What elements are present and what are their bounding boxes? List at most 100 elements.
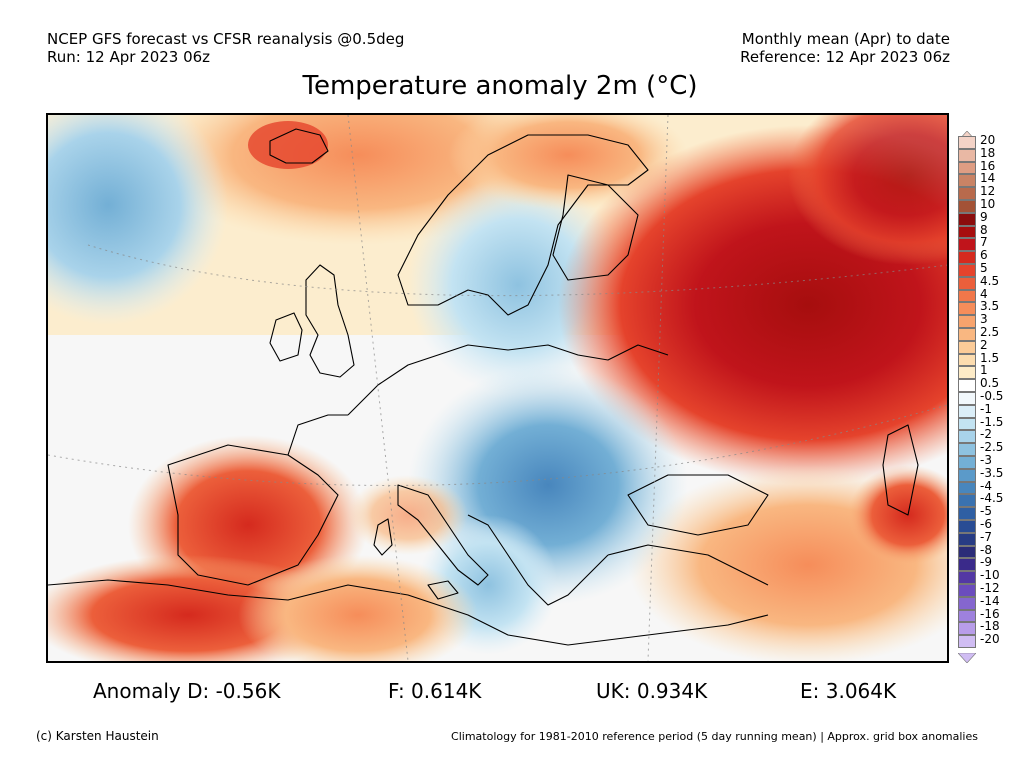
colorbar-label: 12 [980, 184, 996, 199]
colorbar-cell [958, 148, 976, 162]
graticule [48, 115, 947, 661]
averaging-period: Monthly mean (Apr) to date [741, 30, 950, 48]
colorbar-label: -5 [980, 504, 992, 519]
colorbar-label: -6 [980, 517, 992, 531]
colorbar-cell [958, 289, 976, 303]
colorbar-cell [958, 584, 976, 597]
colorbar-label: 9 [980, 209, 988, 224]
colorbar-cell [958, 468, 976, 482]
colorbar-label: -3.5 [980, 465, 1004, 480]
colorbar-label: -10 [980, 568, 1000, 583]
colorbar-label: -7 [980, 529, 992, 544]
colorbar-cell [958, 494, 976, 508]
colorbar-label: -0.5 [980, 389, 1004, 403]
colorbar: 20 18 16 14 12 10 9 8 7 6 5 4.5 4 3.5 3 2.5 2 1.5 1 0.5 -0.5… [957, 126, 1024, 664]
model-description: NCEP GFS forecast vs CFSR reanalysis @0.… [47, 30, 405, 48]
map-title: Temperature anomaly 2m (°C) [302, 71, 698, 101]
colorbar-label: 1.5 [980, 350, 1000, 365]
colorbar-label: 20 [980, 133, 996, 147]
credit: (c) Karsten Haustein [36, 729, 159, 743]
anomaly-uk: UK: 0.934K [596, 679, 708, 703]
colorbar-cell [958, 174, 976, 188]
anomaly-germany: Anomaly D: -0.56K [93, 679, 281, 703]
colorbar-cell [958, 238, 976, 252]
colorbar-label: -2.5 [980, 440, 1004, 455]
colorbar-cell [958, 136, 976, 149]
anomaly-stats: Anomaly D: -0.56K F: 0.614K UK: 0.934K E… [0, 678, 1024, 706]
colorbar-cell [958, 622, 976, 636]
colorbar-label: -4.5 [980, 491, 1004, 506]
colorbar-cell [958, 558, 976, 572]
colorbar-cell [958, 609, 976, 623]
colorbar-label: -3 [980, 453, 992, 467]
colorbar-label: -12 [980, 581, 1000, 595]
colorbar-cell [958, 187, 976, 200]
colorbar-cell [958, 366, 976, 380]
colorbar-cell [958, 251, 976, 264]
colorbar-label: 8 [980, 222, 988, 237]
anomaly-map [46, 113, 949, 663]
colorbar-cell [958, 200, 976, 213]
colorbar-label: -20 [980, 632, 1000, 647]
colorbar-label: 7 [980, 235, 988, 250]
colorbar-label: 5 [980, 261, 988, 275]
colorbar-label: 4 [980, 286, 988, 301]
colorbar-cell [958, 635, 976, 648]
colorbar-cell [958, 545, 976, 559]
colorbar-cell [958, 392, 976, 405]
colorbar-cell [958, 404, 976, 418]
colorbar-cell [958, 571, 976, 584]
colorbar-label: 18 [980, 145, 996, 160]
run-time: Run: 12 Apr 2023 06z [47, 48, 211, 66]
anomaly-france: F: 0.614K [388, 679, 482, 703]
colorbar-label: 16 [980, 158, 996, 173]
colorbar-cell [958, 430, 976, 444]
colorbar-label: 14 [980, 171, 996, 186]
colorbar-cell [958, 212, 976, 226]
colorbar-label: 0.5 [980, 376, 1000, 391]
colorbar-cell [958, 315, 976, 328]
colorbar-cell [958, 225, 976, 239]
header-right: Monthly mean (Apr) to date Reference: 12… [740, 30, 950, 66]
colorbar-cell [958, 532, 976, 546]
colorbar-bottom-arrow [957, 648, 977, 664]
colorbar-cell [958, 596, 976, 610]
colorbar-cell [958, 161, 976, 175]
colorbar-cell [958, 340, 976, 354]
colorbar-cell [958, 481, 976, 495]
colorbar-cell [958, 520, 976, 533]
colorbar-label: -16 [980, 606, 1000, 621]
anomaly-map-canvas [48, 115, 947, 661]
colorbar-cell [958, 507, 976, 520]
colorbar-label: 2 [980, 337, 988, 352]
colorbar-label: -14 [980, 593, 1000, 608]
colorbar-label: 1 [980, 363, 988, 378]
colorbar-cell [958, 456, 976, 469]
colorbar-label: 10 [980, 197, 996, 211]
colorbar-label: 2.5 [980, 325, 1000, 339]
colorbar-label: 6 [980, 248, 988, 263]
colorbar-cell [958, 302, 976, 316]
colorbar-label: -18 [980, 619, 1000, 634]
colorbar-label: -2 [980, 427, 992, 442]
colorbar-cell [958, 353, 976, 367]
colorbar-label: -4 [980, 478, 992, 493]
colorbar-cell [958, 417, 976, 431]
colorbar-cell [958, 328, 976, 341]
colorbar-label: 3.5 [980, 299, 1000, 314]
colorbar-label: -9 [980, 555, 992, 570]
colorbar-label: 3 [980, 312, 988, 327]
reference-time: Reference: 12 Apr 2023 06z [740, 48, 950, 66]
colorbar-cell [958, 379, 976, 392]
colorbar-label: -1 [980, 401, 992, 416]
climatology-note: Climatology for 1981-2010 reference peri… [451, 730, 978, 743]
anomaly-europe: E: 3.064K [800, 679, 897, 703]
colorbar-cell [958, 276, 976, 290]
coastlines [48, 128, 919, 646]
colorbar-cell [958, 443, 976, 456]
colorbar-cell [958, 264, 976, 277]
colorbar-label: -8 [980, 542, 992, 557]
colorbar-label: 4.5 [980, 273, 1000, 288]
colorbar-top-arrow [957, 126, 977, 142]
header-left: NCEP GFS forecast vs CFSR reanalysis @0.… [47, 30, 404, 66]
